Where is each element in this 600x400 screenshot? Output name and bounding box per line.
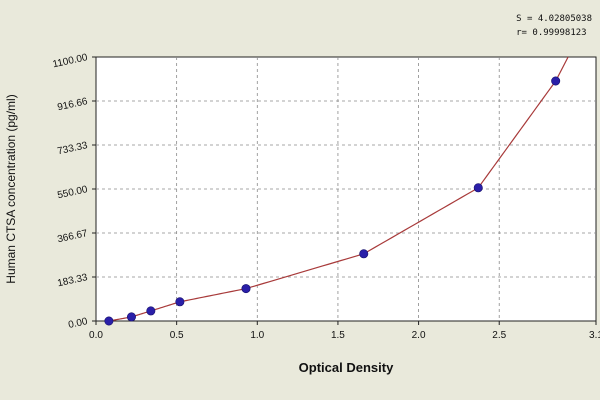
y-tick-label: 183.33: [56, 272, 89, 289]
y-tick-label: 1100.00: [52, 52, 89, 70]
fit-statistics: S = 4.02805038 r= 0.99998123: [516, 12, 592, 40]
y-tick-label: 916.66: [56, 96, 89, 113]
x-axis-ticks: 0.0 0.5 1.0 1.5 2.0 2.5 3.1: [89, 321, 600, 341]
x-axis-label: Optical Density: [299, 360, 394, 375]
data-point: [175, 297, 185, 307]
fit-stat-s: S = 4.02805038: [516, 14, 592, 24]
x-tick-label: 0.5: [170, 330, 184, 341]
x-tick-label: 0.0: [89, 330, 103, 341]
data-point: [473, 183, 483, 193]
data-point: [551, 76, 561, 86]
y-tick-label: 366.67: [56, 228, 89, 245]
data-point: [241, 284, 251, 294]
data-point: [104, 316, 114, 326]
y-axis-ticks: 0.00 183.33 366.67 550.00 733.33 916.66 1100.0…: [52, 52, 96, 331]
data-point: [359, 249, 369, 259]
grid-lines: [96, 57, 596, 321]
x-tick-label: 2.5: [492, 330, 506, 341]
x-tick-label: 3.1: [589, 330, 600, 341]
y-tick-label: 733.33: [56, 140, 89, 157]
y-axis-label: Human CTSA concentration (pg/ml): [4, 94, 18, 283]
x-tick-label: 2.0: [412, 330, 426, 341]
data-point: [146, 306, 156, 316]
x-tick-label: 1.0: [250, 330, 264, 341]
y-tick-label: 550.00: [56, 184, 89, 201]
data-points: [104, 76, 561, 326]
data-point: [126, 312, 136, 322]
x-tick-label: 1.5: [331, 330, 345, 341]
fit-stat-r: r= 0.99998123: [516, 28, 587, 38]
y-tick-label: 0.00: [67, 316, 89, 331]
